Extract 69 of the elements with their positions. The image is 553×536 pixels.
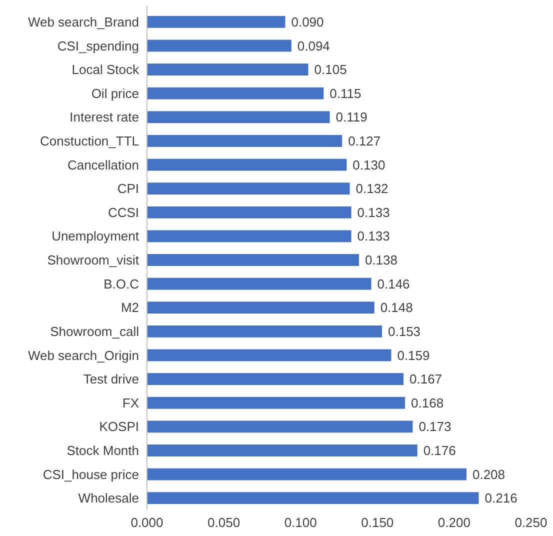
bar: [147, 492, 479, 504]
data-label: 0.153: [388, 324, 421, 339]
data-label: 0.133: [357, 204, 390, 220]
data-label: 0.115: [330, 86, 362, 101]
y-tick-label: KOSPI: [99, 419, 139, 434]
x-tick-label: 0.250: [514, 515, 548, 530]
y-tick-label: Test drive: [83, 372, 139, 387]
data-label: 0.173: [418, 419, 452, 434]
bar: [147, 40, 292, 52]
y-tick-label: CPI: [117, 181, 139, 196]
y-tick-label: Wholesale: [78, 490, 139, 506]
data-label: 0.138: [364, 252, 398, 268]
y-tick-label: CCSI: [108, 204, 139, 220]
y-tick-label: Showroom_call: [50, 324, 140, 339]
y-tick-label: Interest rate: [70, 110, 139, 125]
y-tick-label: B.O.C: [104, 276, 139, 292]
y-tick-label: CSI_house price: [42, 466, 139, 482]
y-tick-label: Cancellation: [67, 157, 139, 172]
y-tick-label: Constuction_TTL: [40, 134, 139, 148]
y-tick-label: M2: [120, 300, 139, 316]
bar: [147, 64, 308, 76]
data-label: 0.216: [484, 490, 518, 506]
x-tick-label: 0.000: [130, 515, 164, 530]
bar: [147, 302, 374, 314]
bar: [147, 230, 352, 242]
y-tick-label: Stock Month: [66, 443, 139, 458]
x-tick-label: 0.050: [208, 515, 240, 530]
data-label: 0.119: [336, 110, 368, 125]
bar: [147, 182, 350, 195]
bar: [147, 349, 392, 362]
data-label: 0.133: [357, 228, 390, 244]
data-label: 0.148: [380, 300, 413, 316]
y-tick-label: CSI_spending: [57, 38, 139, 54]
x-tick-label: 0.150: [361, 515, 394, 530]
y-tick-label: FX: [122, 395, 140, 410]
data-label: 0.176: [423, 443, 456, 458]
x-tick-label: 0.100: [284, 515, 317, 530]
bar: [147, 16, 286, 28]
bar: [147, 373, 404, 385]
data-label: 0.132: [356, 181, 388, 196]
y-tick-label: Showroom_visit: [47, 252, 140, 268]
y-tick-label: Web search_Brand: [28, 14, 139, 30]
bar: [147, 111, 330, 124]
data-label: 0.130: [352, 157, 386, 172]
bar: [147, 158, 347, 171]
bar: [147, 87, 324, 100]
bar: [147, 468, 466, 480]
bar: [147, 278, 372, 290]
data-label: 0.146: [377, 276, 410, 292]
bar: [147, 396, 406, 409]
data-label: 0.090: [291, 14, 324, 30]
bar: [147, 444, 418, 456]
bar: [147, 135, 342, 147]
data-label: 0.159: [397, 348, 430, 363]
bar: [147, 254, 359, 266]
data-label: 0.168: [411, 395, 444, 410]
data-label: 0.167: [410, 372, 442, 387]
y-tick-label: Unemployment: [52, 228, 140, 244]
y-tick-label: Web search_Origin: [28, 348, 139, 363]
bar: [147, 325, 382, 338]
bar: [147, 206, 352, 218]
y-tick-label: Local Stock: [72, 62, 140, 78]
x-tick-label: 0.200: [438, 515, 470, 530]
bar: [147, 420, 413, 433]
data-label: 0.105: [314, 62, 347, 78]
data-label: 0.127: [348, 134, 381, 148]
data-label: 0.094: [297, 38, 330, 54]
y-tick-label: Oil price: [91, 86, 139, 101]
data-label: 0.208: [472, 466, 506, 482]
